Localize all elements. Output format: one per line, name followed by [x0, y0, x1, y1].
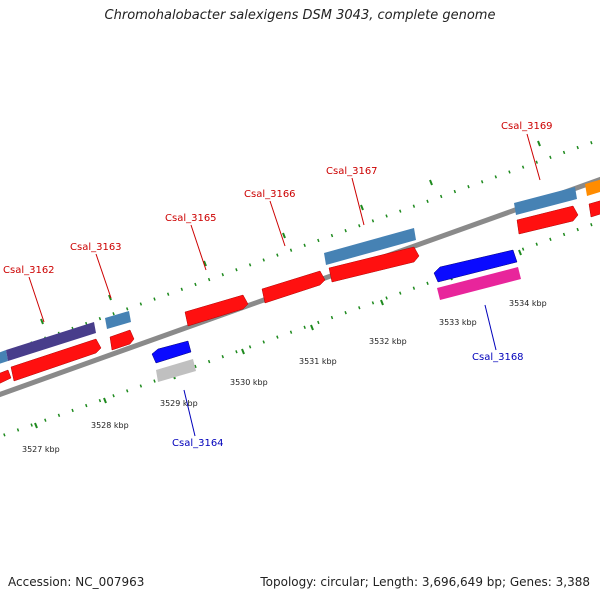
cds-forward-arrow — [10, 338, 102, 382]
other-feature-bar — [585, 179, 600, 196]
scale-label: 3528 kbp — [91, 421, 129, 430]
gene-forward-dark-bar — [6, 322, 96, 361]
leader-line — [28, 276, 45, 323]
leader-line — [190, 224, 207, 271]
leader-line — [526, 133, 541, 181]
major-tick — [241, 348, 245, 355]
major-tick — [108, 294, 112, 301]
reverse-strand-features — [151, 249, 521, 382]
scale-label: 3533 kbp — [439, 318, 477, 327]
gene-label[interactable]: Csal_3166 — [244, 189, 296, 200]
gene-label[interactable]: Csal_3165 — [165, 213, 217, 224]
cds-forward-arrow — [261, 270, 326, 304]
genome-summary-text: Topology: circular; Length: 3,696,649 bp… — [260, 575, 590, 589]
major-tick — [429, 179, 433, 186]
major-tick — [537, 140, 541, 147]
gene-reverse-bar — [156, 359, 196, 382]
major-tick — [380, 299, 384, 306]
scale-label: 3532 kbp — [369, 337, 407, 346]
leader-line — [183, 389, 196, 437]
gene-label[interactable]: Csal_3169 — [501, 121, 553, 132]
gene-label[interactable]: Csal_3167 — [326, 166, 378, 177]
accession-text: Accession: NC_007963 — [8, 575, 145, 589]
major-tick — [203, 260, 207, 267]
cds-reverse-arrow — [151, 340, 192, 364]
leader-line — [351, 177, 365, 226]
gene-label[interactable]: Csal_3168 — [472, 352, 524, 363]
scale-labels: 3527 kbp 3528 kbp 3529 kbp 3530 kbp 3531… — [22, 299, 547, 454]
scale-label: 3531 kbp — [299, 357, 337, 366]
leader-line — [95, 253, 112, 299]
cds-forward-arrow — [109, 329, 135, 351]
scale-label: 3529 kbp — [160, 399, 198, 408]
leader-line — [269, 200, 286, 247]
label-leader-lines — [28, 133, 541, 437]
gene-label[interactable]: Csal_3164 — [172, 438, 224, 449]
scale-label: 3530 kbp — [230, 378, 268, 387]
gene-forward-bar — [514, 187, 577, 215]
scale-label: 3534 kbp — [509, 299, 547, 308]
gene-label[interactable]: Csal_3163 — [70, 242, 122, 253]
major-tick — [282, 232, 286, 239]
leader-line — [484, 304, 497, 351]
cds-forward-arrow — [184, 294, 249, 327]
scale-label: 3527 kbp — [22, 445, 60, 454]
gene-labels: Csal_3162 Csal_3163 Csal_3165 Csal_3166 … — [3, 121, 553, 449]
cds-forward-arrow — [328, 246, 420, 283]
gene-forward-bar — [324, 228, 416, 265]
major-tick — [34, 422, 38, 429]
gene-forward-bar — [0, 350, 8, 364]
major-tick — [518, 249, 522, 256]
gene-label[interactable]: Csal_3162 — [3, 265, 55, 276]
cds-forward-arrow — [588, 200, 600, 218]
rna-reverse-bar — [437, 267, 521, 300]
forward-strand-features — [0, 179, 600, 384]
major-tick — [310, 324, 314, 331]
major-tick — [40, 318, 44, 325]
map-title: Chromohalobacter salexigens DSM 3043, co… — [104, 8, 496, 23]
forward-major-ticks — [40, 140, 541, 325]
major-tick — [103, 397, 107, 404]
major-tick — [360, 204, 364, 211]
cds-forward-arrow — [516, 205, 579, 235]
gene-forward-bar — [105, 311, 131, 329]
cds-reverse-arrow — [433, 249, 518, 283]
cds-forward-arrow — [0, 369, 12, 384]
